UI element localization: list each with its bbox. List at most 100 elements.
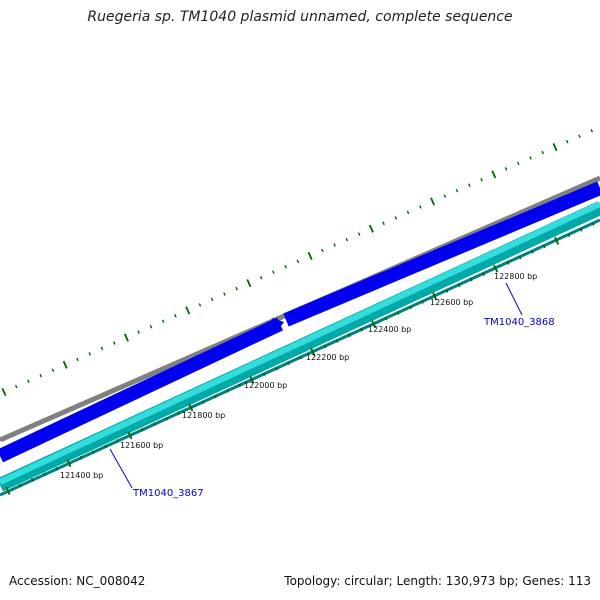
outer-tick — [51, 368, 55, 372]
outer-tick — [491, 170, 497, 179]
inner-tick — [518, 255, 522, 260]
inner-tick — [104, 444, 107, 449]
inner-tick — [249, 375, 255, 384]
outer-tick — [382, 221, 385, 226]
outer-tick — [406, 210, 410, 215]
scale-label-122200: 122200 bp — [306, 353, 349, 362]
outer-tick — [161, 319, 165, 323]
outer-tick — [185, 306, 191, 315]
outer-tick — [235, 286, 238, 291]
outer-tick — [76, 357, 79, 362]
outer-tick — [578, 134, 581, 138]
outer-tick — [149, 324, 153, 329]
inner-tick — [188, 403, 194, 412]
outer-tick — [357, 232, 361, 236]
inner-tick — [116, 439, 120, 443]
gene-label-tm1040-3867[interactable]: TM1040_3867 — [132, 488, 204, 499]
inner-tick — [432, 292, 438, 301]
inner-tick — [127, 431, 133, 440]
outer-tick — [307, 251, 313, 260]
inner-tick-row — [5, 222, 595, 495]
inner-tick — [567, 233, 571, 237]
forward-gene-left-arrowhead — [272, 318, 284, 333]
inner-tick — [31, 478, 34, 482]
outer-tick — [284, 265, 287, 269]
outer-tick — [88, 352, 92, 356]
outer-tick — [430, 197, 436, 206]
outer-tick — [419, 205, 422, 209]
outer-tick — [62, 360, 68, 369]
outer-tick — [198, 303, 202, 307]
inner-tick — [299, 355, 302, 360]
inner-tick — [543, 244, 546, 249]
inner-tick — [323, 344, 327, 349]
outer-tick — [394, 216, 398, 220]
gene-leader-tm1040-3868 — [505, 282, 523, 316]
scale-label-122000: 122000 bp — [244, 381, 287, 390]
inner-tick — [140, 428, 144, 432]
accession-text: Accession: NC_008042 — [9, 574, 146, 588]
outer-tick — [529, 156, 532, 160]
scale-labels: 121400 bp 121600 bp 121800 bp 122000 bp … — [60, 272, 537, 480]
inner-tick — [92, 450, 95, 454]
outer-tick — [14, 384, 18, 389]
outer-tick — [296, 259, 300, 264]
inner-tick — [348, 333, 351, 338]
outer-tick — [137, 330, 140, 334]
inner-tick — [493, 264, 499, 273]
inner-tick — [470, 278, 473, 282]
scale-label-121800: 121800 bp — [182, 411, 225, 420]
inner-tick — [371, 320, 377, 329]
inner-tick — [506, 261, 510, 265]
gene-leader-tm1040-3867 — [109, 448, 133, 489]
outer-tick — [443, 194, 447, 198]
inner-tick — [445, 289, 449, 293]
inner-tick — [335, 339, 339, 343]
scale-label-121600: 121600 bp — [120, 441, 163, 450]
map-title: Ruegeria sp. TM1040 plasmid unnamed, com… — [87, 9, 513, 25]
reverse-gene-inner-band[interactable] — [0, 201, 600, 485]
outer-tick — [246, 279, 252, 288]
inner-tick — [310, 348, 316, 357]
scale-label-122400: 122400 bp — [368, 325, 411, 334]
outer-tick — [552, 143, 558, 152]
outer-tick — [39, 373, 43, 378]
outer-tick — [259, 276, 263, 280]
outer-tick — [468, 183, 471, 187]
inner-tick — [579, 228, 583, 232]
outer-tick — [100, 346, 104, 351]
outer-tick — [480, 178, 483, 182]
inner-tick — [43, 472, 46, 477]
forward-gene-right[interactable] — [283, 181, 600, 327]
inner-tick — [396, 311, 400, 315]
inner-tick — [274, 366, 278, 371]
inner-tick — [360, 328, 363, 332]
inner-tick — [457, 283, 461, 288]
inner-tick — [591, 222, 595, 226]
outer-tick — [223, 292, 226, 296]
outer-tick — [123, 333, 129, 342]
inner-tick — [530, 250, 534, 254]
inner-tick — [152, 422, 156, 427]
outer-tick — [321, 248, 324, 253]
inner-tick — [5, 487, 11, 495]
inner-tick — [482, 272, 485, 276]
outer-tick — [516, 161, 520, 166]
inner-tick — [165, 416, 168, 421]
outer-tick — [455, 188, 459, 193]
inner-tick — [384, 316, 388, 321]
inner-tick — [238, 383, 241, 388]
outer-tick — [174, 314, 177, 318]
gene-label-tm1040-3868[interactable]: TM1040_3868 — [483, 317, 555, 328]
outer-tick — [345, 237, 349, 242]
forward-gene-left[interactable] — [0, 317, 283, 463]
outer-tick — [368, 224, 374, 233]
outer-tick — [1, 387, 7, 397]
inner-tick — [262, 372, 266, 376]
inner-tick — [213, 394, 217, 399]
inner-tick — [177, 411, 181, 415]
inner-tick — [79, 455, 83, 460]
outer-tick — [27, 379, 30, 383]
inner-tick — [226, 389, 229, 393]
